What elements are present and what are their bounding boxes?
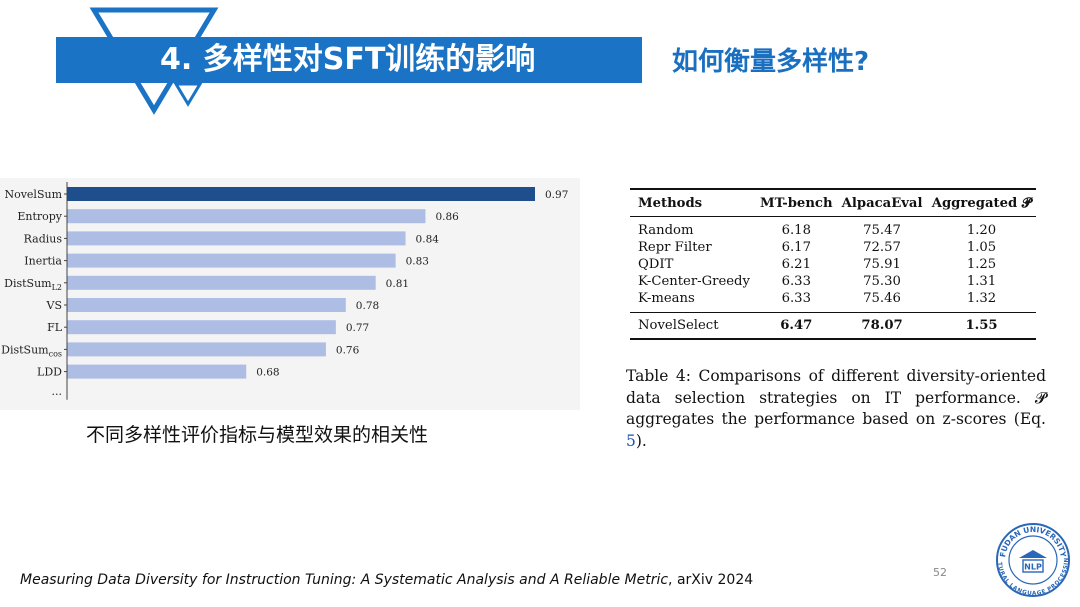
bar-distsum-l2 <box>67 275 376 290</box>
table-cell: 75.46 <box>863 291 901 306</box>
category-label: FL <box>47 321 63 334</box>
table-cell: 1.32 <box>966 291 997 306</box>
table-cell: QDIT <box>638 257 674 272</box>
table-cell: 78.07 <box>861 318 903 333</box>
bar-novelsum <box>67 187 535 201</box>
table-cell: NovelSelect <box>638 318 719 333</box>
table-row: QDIT 6.21 75.91 1.25 <box>630 256 1036 273</box>
logo-center-text: NLP <box>1024 563 1042 572</box>
table-row: Random 6.18 75.47 1.20 <box>630 217 1036 240</box>
table-cell: 6.17 <box>781 240 811 255</box>
value-label: 0.68 <box>256 367 279 379</box>
correlation-bar-chart: NovelSum 0.97 Entropy 0.86 Radius 0.84 Inertia… <box>1 182 568 400</box>
table-row: K-means 6.33 75.46 1.32 <box>630 290 1036 313</box>
table-cell: 75.30 <box>863 274 901 289</box>
chart-caption: 不同多样性评价指标与模型效果的相关性 <box>86 424 429 446</box>
table-cell: 6.47 <box>780 318 813 333</box>
category-label: Entropy <box>17 210 62 223</box>
paper-venue: , arXiv 2024 <box>668 572 754 588</box>
bar-inertia <box>67 253 396 268</box>
table-caption-end: ). <box>635 431 647 450</box>
column-header: AlpacaEval <box>841 196 923 211</box>
category-label: VS <box>46 299 62 312</box>
category-label: Radius <box>24 232 63 245</box>
bar-radius <box>67 231 406 246</box>
table-cell: 1.25 <box>966 257 997 272</box>
table-caption-text: Table 4: Comparisons of different divers… <box>626 367 1046 428</box>
equation-link[interactable]: 5 <box>626 431 636 450</box>
table-row-novelselect: NovelSelect 6.47 78.07 1.55 <box>630 312 1036 339</box>
page-number: 52 <box>933 566 947 579</box>
table-cell: Random <box>638 223 694 238</box>
paper-title: Measuring Data Diversity for Instruction… <box>20 572 669 588</box>
category-label: DistSumcos <box>1 343 62 358</box>
value-label: 0.97 <box>545 189 568 201</box>
category-label: Inertia <box>24 255 62 268</box>
bar-ldd <box>67 364 247 379</box>
bar-vs <box>67 298 346 312</box>
fudan-nlp-logo: FUDAN UNIVERSITY NATURAL LANGUAGE PROCES… <box>995 523 1070 597</box>
table-cell: 1.20 <box>966 223 997 238</box>
value-label: 0.84 <box>416 233 440 245</box>
value-label: 0.83 <box>406 256 429 268</box>
table-cell: 6.33 <box>781 274 811 289</box>
value-label: 0.76 <box>336 344 360 356</box>
table-cell: 75.47 <box>863 223 901 238</box>
value-label: 0.86 <box>435 211 459 223</box>
table-cell: 1.31 <box>966 274 997 289</box>
value-label: 0.81 <box>386 278 409 290</box>
more-categories-ellipsis: ... <box>52 385 63 398</box>
table-cell: K-Center-Greedy <box>638 274 750 289</box>
column-header: MT-bench <box>760 196 833 211</box>
value-label: 0.77 <box>346 322 369 334</box>
column-header: Aggregated 𝓟 <box>931 196 1032 211</box>
correlation-chart: NovelSum 0.97 Entropy 0.86 Radius 0.84 Inertia… <box>0 178 580 410</box>
category-label: LDD <box>37 366 62 379</box>
bar-fl <box>67 320 336 335</box>
table-row: K-Center-Greedy 6.33 75.30 1.31 <box>630 273 1036 290</box>
page-subtitle: 如何衡量多样性? <box>672 47 870 77</box>
page-title: 4. 多样性对SFT训练的影响 <box>160 42 536 77</box>
footer-reference: Measuring Data Diversity for Instruction… <box>20 572 753 588</box>
bar-entropy <box>67 209 426 224</box>
table-cell: 1.55 <box>965 318 998 333</box>
title-banner <box>56 37 642 83</box>
table-cell: Repr Filter <box>638 240 712 255</box>
table-cell: 6.18 <box>781 223 811 238</box>
category-label: DistSumL2 <box>4 277 62 292</box>
category-label: NovelSum <box>4 188 62 201</box>
table-header-row: Methods MT-bench AlpacaEval Aggregated 𝓟 <box>630 189 1036 217</box>
column-header: Methods <box>638 196 703 211</box>
results-table-container: Methods MT-bench AlpacaEval Aggregated 𝓟 Ra… <box>630 188 1036 340</box>
table-cell: 1.05 <box>966 240 997 255</box>
value-label: 0.78 <box>356 300 379 312</box>
results-table: Methods MT-bench AlpacaEval Aggregated 𝓟 Ra… <box>630 188 1036 340</box>
table-cell: 6.21 <box>781 257 811 272</box>
table-row: Repr Filter 6.17 72.57 1.05 <box>630 239 1036 256</box>
bar-distsum-cos <box>67 342 326 357</box>
table-cell: 72.57 <box>863 240 901 255</box>
table-cell: K-means <box>638 291 695 306</box>
table-cell: 6.33 <box>781 291 811 306</box>
table-cell: 75.91 <box>863 257 901 272</box>
table-caption: Table 4: Comparisons of different divers… <box>626 366 1046 452</box>
